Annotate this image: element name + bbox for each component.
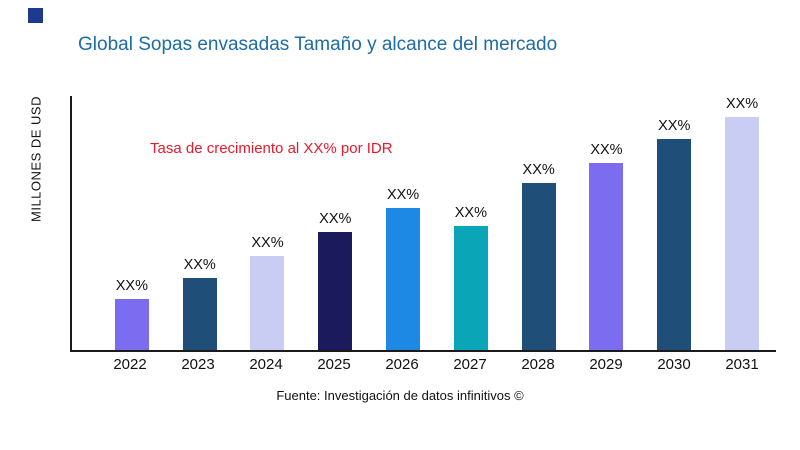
bar-value-label: XX% (386, 186, 420, 203)
bar (453, 226, 488, 350)
bar-value-label: XX% (658, 117, 691, 134)
bar-column: XX% (301, 96, 369, 350)
x-tick-label: 2030 (657, 356, 691, 373)
bar-value-label: XX% (183, 256, 216, 273)
bar (589, 163, 624, 350)
bar (182, 277, 217, 350)
bar-column: XX% (437, 96, 505, 350)
bar (250, 255, 285, 350)
bar-value-label: XX% (319, 211, 352, 228)
bar-value-label: XX% (590, 142, 623, 159)
bar (521, 183, 556, 350)
x-tick-label: 2028 (521, 356, 555, 373)
bar-column: XX% (573, 96, 641, 350)
x-tick-label: 2027 (453, 356, 487, 373)
x-tick-label: 2023 (181, 356, 215, 373)
source-footer: Fuente: Investigación de datos infinitiv… (276, 388, 524, 403)
bar-value-label: XX% (454, 205, 487, 222)
bar (386, 207, 421, 350)
logo-mark (28, 8, 43, 23)
chart-title: Global Sopas envasadas Tamaño y alcance … (78, 34, 558, 55)
bar-column: XX% (166, 96, 234, 350)
bar-value-label: XX% (725, 96, 759, 112)
bar (657, 138, 692, 350)
bar-column: XX% (640, 96, 708, 350)
bar (114, 299, 149, 350)
y-axis-label: MILLONES DE USD (28, 96, 44, 222)
bar (725, 117, 760, 350)
bar-column: XX% (708, 96, 776, 350)
x-tick-label: 2024 (249, 356, 283, 373)
x-tick-label: 2026 (385, 356, 419, 373)
x-tick-label: 2031 (725, 356, 759, 373)
bar-value-label: XX% (251, 234, 284, 251)
bar-value-label: XX% (115, 278, 149, 295)
plot-area: XX% XX% XX% XX% XX% XX% XX% XX% XX% XX% (70, 96, 776, 352)
x-axis-labels: 2022 2023 2024 2025 2026 2027 2028 2029 2030 2031 (70, 356, 776, 373)
bar-column: XX% (98, 96, 166, 350)
bar-value-label: XX% (522, 162, 555, 179)
x-tick-label: 2025 (317, 356, 351, 373)
x-tick-label: 2029 (589, 356, 623, 373)
bar-column: XX% (505, 96, 573, 350)
bar-column: XX% (234, 96, 302, 350)
x-tick-label: 2022 (113, 356, 147, 373)
growth-rate-annotation: Tasa de crecimiento al XX% por IDR (150, 140, 393, 157)
bar (318, 232, 353, 350)
bar-column: XX% (369, 96, 437, 350)
